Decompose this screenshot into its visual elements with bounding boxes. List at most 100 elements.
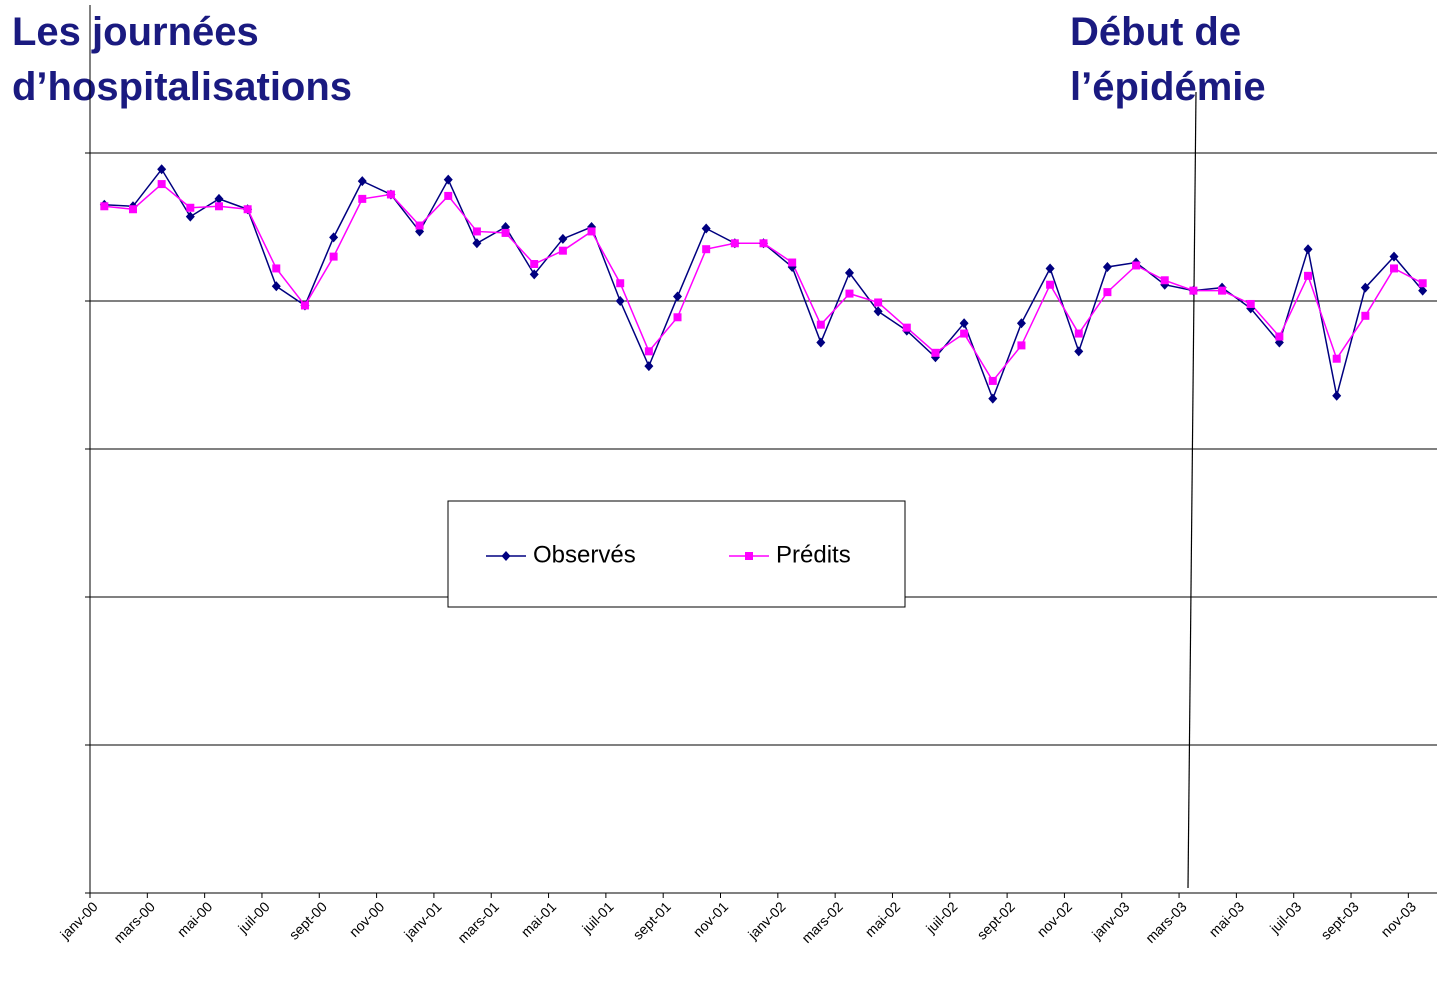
- marker: [1246, 299, 1255, 308]
- marker: [616, 279, 625, 288]
- marker: [1132, 261, 1141, 270]
- marker: [1389, 251, 1399, 262]
- marker: [959, 318, 969, 329]
- x-tick-label: nov-03: [1377, 898, 1419, 940]
- marker: [644, 361, 654, 372]
- marker: [1016, 318, 1026, 329]
- x-tick-label: janv-03: [1088, 898, 1133, 943]
- marker: [1332, 354, 1341, 363]
- marker: [745, 552, 753, 560]
- marker: [845, 289, 854, 298]
- marker: [271, 281, 281, 292]
- marker: [1418, 285, 1428, 296]
- marker: [558, 246, 567, 255]
- x-tick-label: mai-03: [1206, 898, 1248, 940]
- marker: [1361, 311, 1370, 320]
- x-tick-label: mars-01: [454, 898, 502, 946]
- marker: [1046, 280, 1055, 289]
- marker: [988, 393, 998, 404]
- marker: [1304, 271, 1313, 280]
- x-tick-label: juil-01: [578, 898, 617, 937]
- legend-box: [447, 500, 906, 608]
- marker: [100, 202, 109, 211]
- marker: [1103, 288, 1112, 297]
- series-line: [104, 167, 1424, 401]
- title-line: Les journées: [12, 10, 259, 54]
- x-tick-label: nov-00: [346, 898, 388, 940]
- x-tick-label: juil-00: [234, 898, 273, 937]
- marker: [1074, 346, 1084, 357]
- marker: [1390, 264, 1399, 273]
- marker: [902, 323, 911, 332]
- marker: [530, 260, 539, 268]
- x-tick-label: mai-00: [174, 898, 216, 940]
- x-tick-label: nov-02: [1034, 898, 1076, 940]
- marker: [1102, 261, 1112, 272]
- marker: [501, 551, 511, 561]
- marker: [701, 223, 711, 234]
- x-tick-label: janv-00: [56, 898, 101, 943]
- marker: [558, 233, 568, 244]
- marker: [1218, 286, 1227, 295]
- marker: [358, 194, 367, 203]
- marker: [1275, 332, 1284, 341]
- x-tick-label: janv-01: [400, 898, 445, 943]
- marker: [300, 301, 309, 310]
- marker: [1074, 329, 1083, 338]
- annotation-line: Début de: [1070, 10, 1241, 54]
- legend-label: Prédits: [776, 541, 851, 568]
- marker: [472, 238, 482, 249]
- marker: [185, 211, 195, 222]
- marker: [157, 164, 167, 175]
- marker: [816, 320, 825, 329]
- marker: [874, 298, 883, 307]
- marker: [472, 227, 481, 236]
- marker: [1332, 390, 1342, 401]
- marker: [443, 174, 453, 185]
- legend-label: Observés: [533, 541, 636, 568]
- x-tick-label: sept-03: [1317, 898, 1361, 942]
- x-tick-label: sept-00: [286, 898, 330, 942]
- series-line: [104, 183, 1424, 383]
- marker: [873, 306, 883, 317]
- marker: [186, 203, 195, 212]
- marker: [673, 313, 682, 322]
- marker: [529, 269, 539, 280]
- x-tick-label: mars-03: [1142, 898, 1190, 946]
- x-tick-label: nov-01: [690, 898, 732, 940]
- marker: [329, 252, 338, 261]
- marker: [759, 239, 768, 248]
- marker: [931, 348, 940, 357]
- marker: [214, 193, 224, 204]
- marker: [329, 232, 339, 243]
- x-tick-label: sept-01: [630, 898, 674, 942]
- marker: [988, 376, 997, 385]
- marker: [1017, 341, 1026, 350]
- marker: [816, 337, 826, 348]
- x-tick-label: juil-03: [1266, 898, 1305, 937]
- marker: [501, 228, 510, 237]
- marker: [386, 190, 395, 199]
- marker: [1303, 244, 1313, 255]
- marker: [1360, 282, 1370, 293]
- marker: [615, 296, 625, 306]
- marker: [272, 264, 281, 273]
- x-tick-label: mai-01: [518, 898, 560, 940]
- marker: [357, 176, 367, 187]
- marker: [673, 291, 683, 302]
- marker: [844, 267, 854, 278]
- marker: [1045, 263, 1055, 274]
- marker: [128, 205, 137, 214]
- marker: [730, 239, 739, 248]
- annotation-line: l’épidémie: [1070, 65, 1266, 109]
- x-tick-label: janv-02: [744, 898, 789, 943]
- marker: [960, 329, 969, 338]
- x-tick-label: juil-02: [922, 898, 961, 937]
- marker: [214, 202, 223, 211]
- marker: [1189, 286, 1198, 295]
- marker: [644, 347, 653, 356]
- marker: [788, 258, 797, 267]
- marker: [1160, 276, 1169, 285]
- title-line: d’hospitalisations: [12, 65, 352, 109]
